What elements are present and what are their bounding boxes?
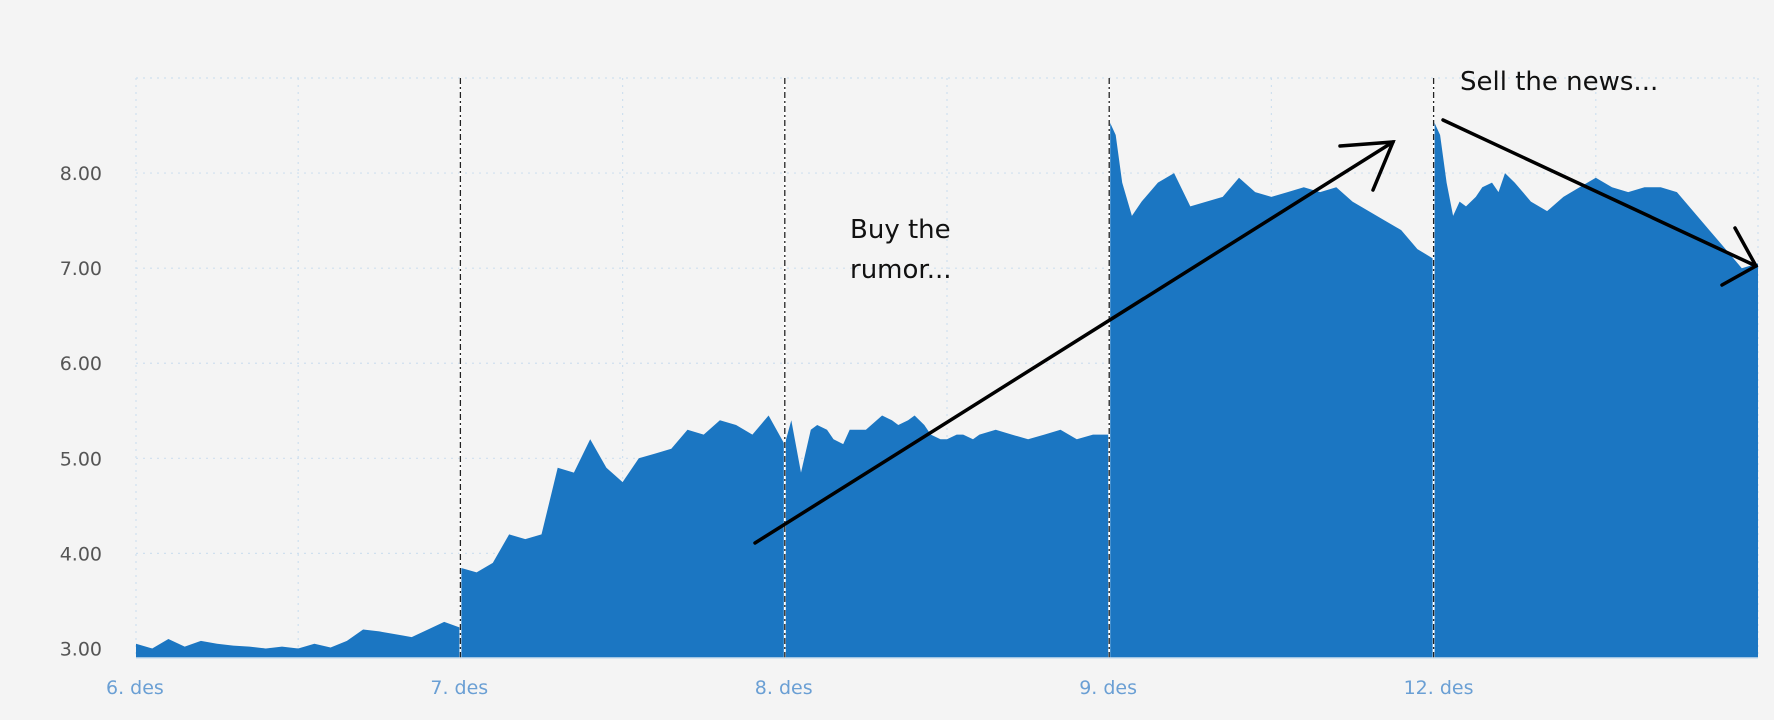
x-tick-label: 12. des — [1404, 677, 1474, 699]
sell-the-news-annotation: Sell the news... — [1460, 67, 1658, 97]
annotation-line: Sell the news... — [1460, 67, 1658, 97]
y-tick-label: 8.00 — [60, 163, 102, 185]
buy-the-rumor-annotation: Buy the rumor... — [850, 215, 952, 285]
session-dividers — [136, 78, 1758, 659]
x-axis: 6. des 7. des 8. des 9. des 12. des — [106, 677, 1474, 699]
fall-arrow-head — [1720, 226, 1759, 287]
annotations: Buy the rumor... Sell the news... — [850, 67, 1658, 285]
y-axis: 3.00 4.00 5.00 6.00 7.00 8.00 — [60, 163, 102, 660]
rise-arrow-head — [1338, 140, 1396, 192]
x-tick-label: 9. des — [1079, 677, 1137, 699]
fall-arrow-shaft — [1441, 118, 1758, 268]
annotation-arrows — [753, 118, 1759, 545]
series-area — [136, 120, 1758, 659]
annotation-line: Buy the — [850, 215, 951, 245]
x-tick-label: 7. des — [430, 677, 488, 699]
annotation-line: rumor... — [850, 255, 952, 285]
y-tick-label: 5.00 — [60, 448, 102, 470]
y-tick-label: 6.00 — [60, 353, 102, 375]
y-tick-label: 3.00 — [60, 638, 102, 660]
x-tick-label: 8. des — [755, 677, 813, 699]
y-tick-label: 4.00 — [60, 543, 102, 565]
rise-arrow-shaft — [753, 140, 1395, 545]
series-layer — [136, 120, 1758, 659]
y-tick-label: 7.00 — [60, 258, 102, 280]
x-tick-label: 6. des — [106, 677, 164, 699]
